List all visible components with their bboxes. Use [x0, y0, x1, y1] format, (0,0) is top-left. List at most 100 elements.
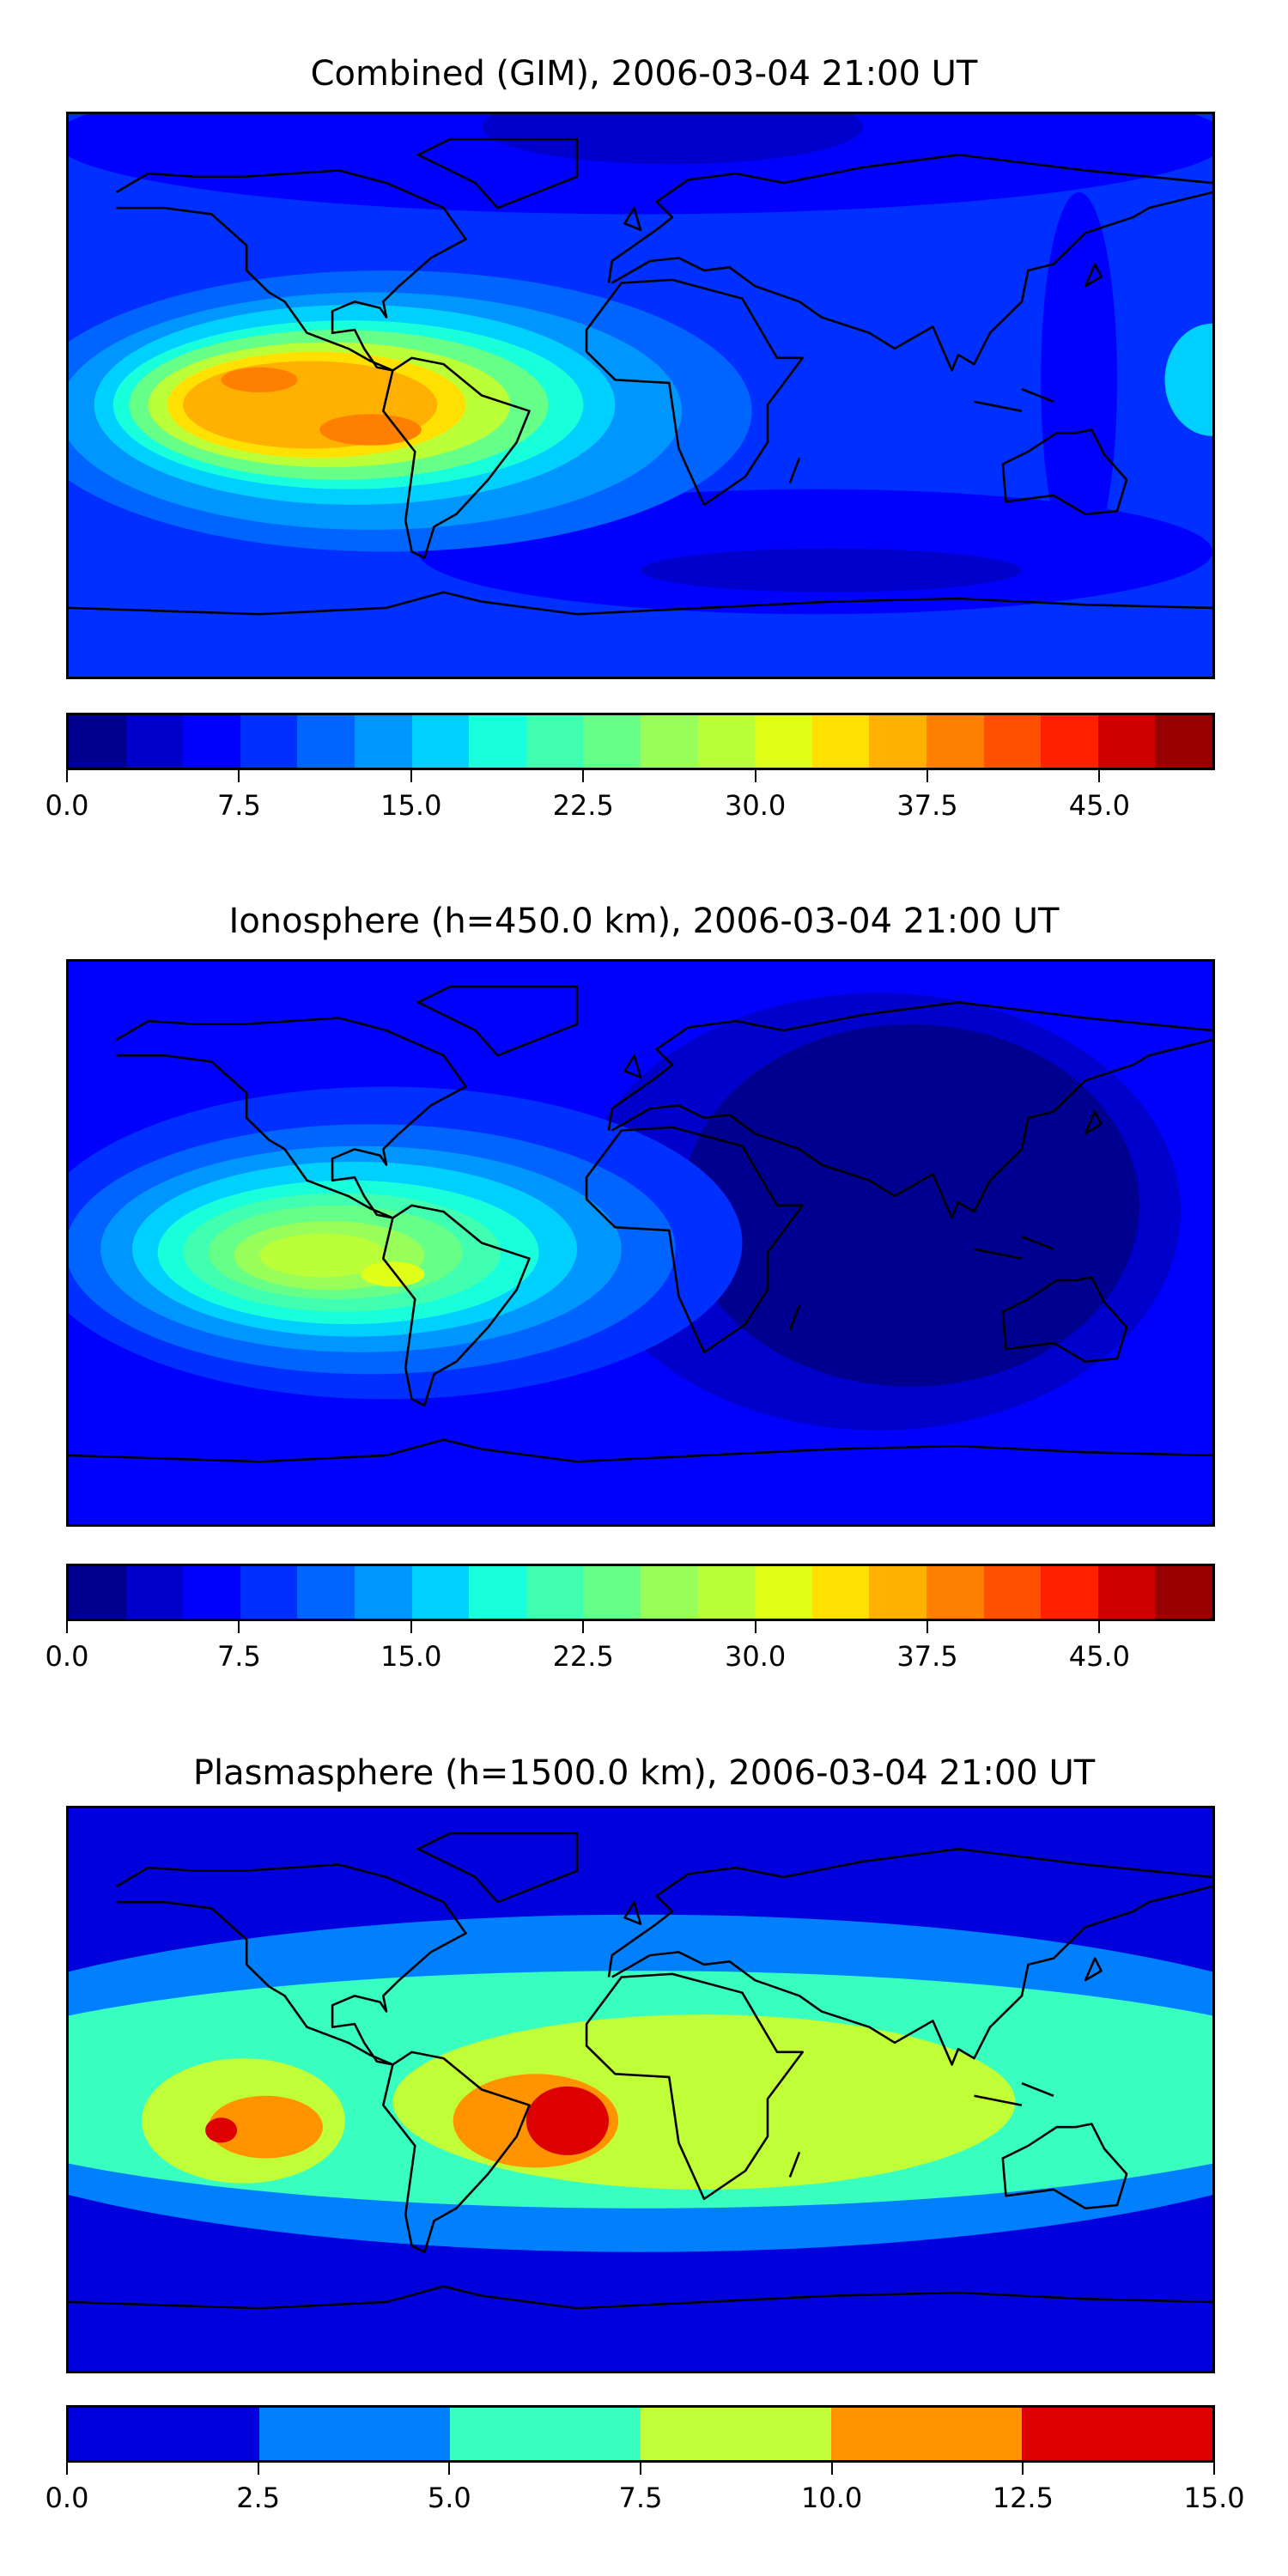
colorbar-segment [1041, 1566, 1098, 1619]
colorbar-segment [640, 715, 698, 768]
colorbar-tick-label: 22.5 [552, 1640, 614, 1673]
colorbar-tick-label: 15.0 [1183, 2482, 1245, 2514]
colorbar-segment [1022, 2408, 1212, 2460]
colorbar-segment [926, 715, 984, 768]
colorbar-tick [66, 1621, 68, 1633]
colorbar-segment [1097, 715, 1156, 768]
colorbar-tick-label: 15.0 [380, 1640, 442, 1673]
colorbar-tick [640, 2463, 641, 2475]
colorbar-tick [927, 770, 928, 782]
panel2-map [66, 959, 1215, 1527]
panel3-colorbar [66, 2405, 1215, 2463]
colorbar-segment [1041, 715, 1098, 768]
colorbar-tick [66, 2463, 68, 2475]
colorbar-segment [469, 1566, 526, 1619]
colorbar-tick [927, 1621, 928, 1633]
colorbar-segment [811, 715, 870, 768]
colorbar-tick-label: 0.0 [45, 2482, 89, 2514]
p2-min [682, 1024, 1139, 1387]
colorbar-segment [259, 2408, 450, 2460]
panel2-colorbar [66, 1564, 1215, 1621]
colorbar-segment [640, 1566, 698, 1619]
panel1-colorbar [66, 713, 1215, 770]
colorbar-tick-label: 37.5 [896, 1640, 958, 1673]
colorbar-tick-label: 15.0 [380, 789, 442, 822]
colorbar-segment [183, 1566, 240, 1619]
colorbar-tick-label: 30.0 [724, 1640, 787, 1673]
colorbar-segment [1155, 715, 1212, 768]
colorbar-tick [66, 770, 68, 782]
colorbar-segment [811, 1566, 870, 1619]
panel2-title: Ionosphere (h=450.0 km), 2006-03-04 21:0… [228, 902, 1060, 941]
colorbar-tick [754, 770, 756, 782]
colorbar-segment [411, 715, 470, 768]
colorbar-tick-label: 10.0 [801, 2482, 863, 2514]
colorbar-segment [526, 715, 584, 768]
colorbar-segment [125, 715, 184, 768]
p1-south-min [641, 548, 1022, 592]
panel3-title: Plasmasphere (h=1500.0 km), 2006-03-04 2… [192, 1753, 1096, 1793]
panel3-colorbar-ticks: 0.0 2.5 5.0 7.5 10.0 12.5 15.0 [46, 2463, 1245, 2514]
colorbar-segment [526, 1566, 584, 1619]
colorbar-tick-label: 5.0 [427, 2482, 471, 2514]
colorbar-segment [125, 1566, 184, 1619]
panel2-colorbar-ticks: 0.0 7.5 15.0 22.5 30.0 37.5 45.0 [46, 1621, 1215, 1673]
colorbar-segment [755, 1566, 812, 1619]
colorbar-tick [257, 2463, 259, 2475]
colorbar-segment [450, 2408, 641, 2460]
colorbar-segment [697, 715, 756, 768]
panel1-title: Combined (GIM), 2006-03-04 21:00 UT [310, 54, 978, 94]
colorbar-tick [238, 1621, 240, 1633]
colorbar-tick [448, 2463, 451, 2475]
colorbar-segment [926, 1566, 984, 1619]
colorbar-tick-label: 30.0 [724, 789, 787, 822]
colorbar-tick-label: 12.5 [992, 2482, 1054, 2514]
colorbar-tick-label: 2.5 [236, 2482, 281, 2514]
colorbar-tick [582, 1621, 585, 1633]
colorbar-tick [582, 770, 585, 782]
colorbar-segment [831, 2408, 1022, 2460]
colorbar-segment [69, 2408, 259, 2460]
colorbar-segment [869, 1566, 927, 1619]
colorbar-segment [469, 715, 526, 768]
colorbar-tick [1213, 2463, 1215, 2475]
colorbar-segment [354, 1566, 412, 1619]
colorbar-segment [1097, 1566, 1156, 1619]
p1-north-low [69, 114, 1212, 215]
p3-level [208, 2095, 323, 2159]
p1-east-high [1164, 323, 1212, 436]
colorbar-tick-label: 0.0 [45, 1640, 89, 1673]
p2-level [259, 1233, 386, 1278]
p3-peak [526, 2086, 609, 2155]
colorbar-tick-label: 7.5 [216, 789, 261, 822]
colorbar-tick-label: 37.5 [896, 789, 958, 822]
p1-peak [221, 367, 298, 392]
colorbar-segment [240, 715, 298, 768]
colorbar-segment [69, 715, 126, 768]
colorbar-segment [69, 1566, 126, 1619]
colorbar-segment [755, 715, 812, 768]
colorbar-tick-label: 45.0 [1068, 789, 1131, 822]
colorbar-segment [869, 715, 927, 768]
colorbar-segment [641, 2408, 831, 2460]
colorbar-tick [754, 1621, 756, 1633]
colorbar-tick [238, 770, 240, 782]
p1-peak [319, 414, 422, 446]
colorbar-segment [983, 1566, 1042, 1619]
panel1-map [66, 112, 1215, 679]
colorbar-segment [297, 715, 355, 768]
colorbar-tick [1098, 1621, 1101, 1633]
colorbar-tick [410, 770, 412, 782]
colorbar-tick-label: 0.0 [45, 789, 89, 822]
colorbar-segment [583, 1566, 641, 1619]
colorbar-segment [183, 715, 240, 768]
colorbar-tick-label: 22.5 [552, 789, 614, 822]
colorbar-segment [983, 715, 1042, 768]
colorbar-tick-label: 7.5 [618, 2482, 663, 2514]
colorbar-tick [830, 2463, 833, 2475]
colorbar-segment [1155, 1566, 1212, 1619]
colorbar-segment [297, 1566, 355, 1619]
colorbar-segment [697, 1566, 756, 1619]
colorbar-segment [354, 715, 412, 768]
p1-east-low [1041, 191, 1117, 568]
